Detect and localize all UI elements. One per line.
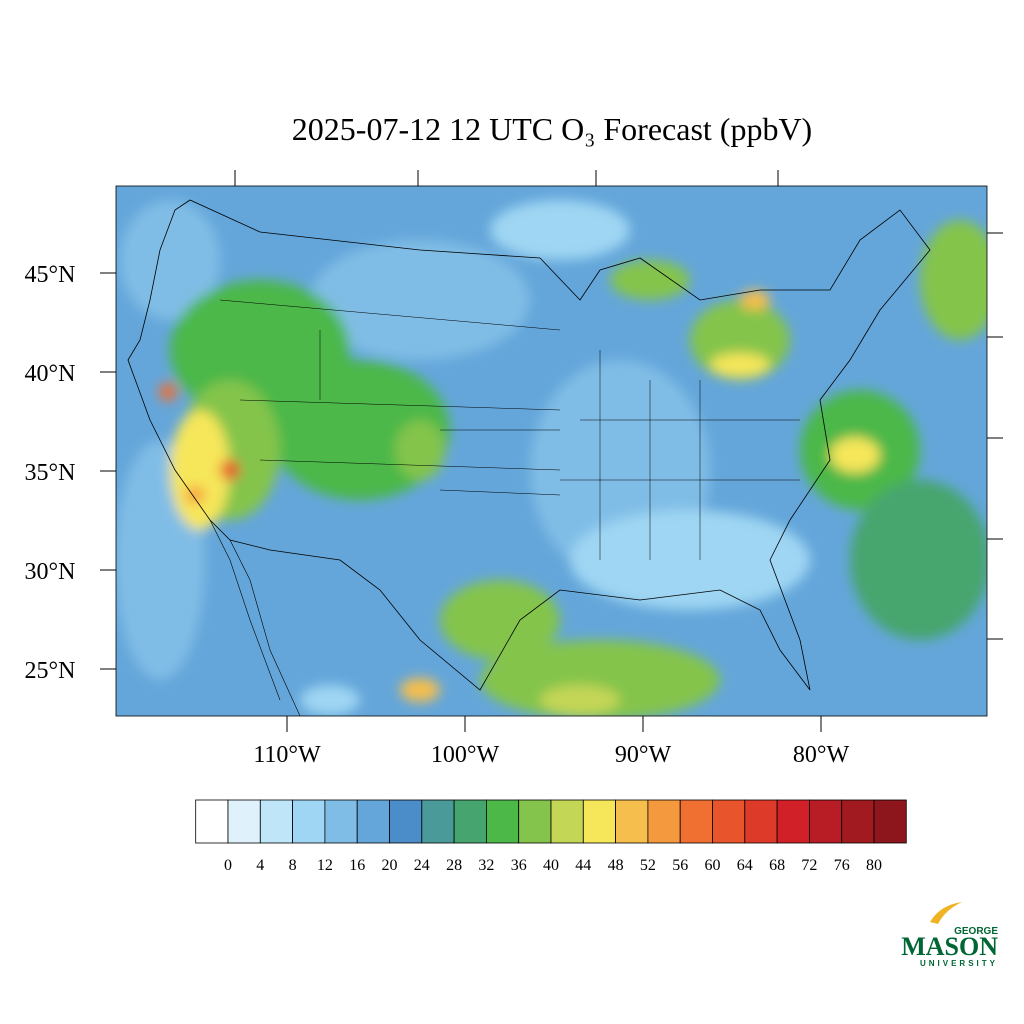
colorbar-box: [809, 799, 843, 844]
colorbar-box: [776, 799, 810, 844]
colorbar-box: [453, 799, 487, 844]
map-frame: [115, 185, 988, 717]
logo: GEORGE MASON UNIVERSITY: [901, 902, 998, 968]
colorbar-label: 68: [769, 857, 785, 874]
colorbar-label: 56: [672, 857, 688, 874]
lon-label: 80°W: [793, 742, 850, 768]
lat-label: 25°N: [25, 658, 76, 684]
title: 2025-07-12 12 UTC O₃ Forecast (ppbV): [292, 111, 812, 147]
colorbar-box: [647, 799, 681, 844]
colorbar-label: 76: [834, 857, 850, 874]
colorbar-box: [582, 799, 616, 844]
colorbar-box: [485, 799, 520, 844]
colorbar-box: [841, 799, 875, 844]
frame-ticks: [234, 170, 1003, 640]
colorbar-box: [227, 799, 261, 844]
lat-label: 40°N: [25, 361, 76, 387]
colorbar-label: 0: [224, 857, 232, 874]
colorbar-label: 36: [511, 857, 527, 874]
colorbar-box: [550, 799, 584, 844]
colorbar-label: 72: [801, 857, 817, 874]
colorbar-label: 64: [737, 857, 753, 874]
colorbar-box: [744, 799, 778, 844]
colorbar-box: [679, 799, 713, 844]
colorbar-label: 32: [478, 857, 494, 874]
colorbar-label: 24: [414, 857, 430, 874]
colorbar-label: 44: [575, 857, 591, 874]
colorbar-label: 48: [608, 857, 624, 874]
logo-line3: UNIVERSITY: [920, 959, 998, 968]
colorbar-label: 4: [256, 857, 264, 874]
lon-label: 100°W: [431, 742, 500, 768]
colorbar-box: [195, 799, 229, 844]
colorbar-box: [292, 799, 326, 844]
colorbar-label: 60: [705, 857, 721, 874]
colorbar-box: [324, 799, 358, 844]
colorbar-label: 28: [446, 857, 462, 874]
logo-line1: GEORGE: [954, 926, 998, 937]
colorbar-label: 40: [543, 857, 559, 874]
colorbar-box: [712, 799, 746, 844]
colorbar-box: [356, 799, 390, 844]
colorbar-label: 80: [866, 857, 882, 874]
lat-label: 35°N: [25, 460, 76, 486]
colorbar-box: [389, 799, 423, 844]
colorbar-label: 52: [640, 857, 656, 874]
colorbar-label: 8: [289, 857, 297, 874]
colorbar-box: [615, 799, 649, 844]
colorbar-box: [518, 799, 552, 844]
colorbar-label: 16: [349, 857, 365, 874]
ozone-field: [116, 186, 987, 716]
colorbar-label: 20: [382, 857, 398, 874]
colorbar-box: [421, 799, 455, 844]
lon-label: 110°W: [253, 742, 321, 768]
colorbar-label: 12: [317, 857, 333, 874]
lon-label: 90°W: [615, 742, 672, 768]
lat-label: 45°N: [25, 262, 76, 288]
lat-label: 30°N: [25, 559, 76, 585]
logo-line2: MASON: [901, 932, 998, 961]
map: [115, 170, 1003, 717]
colorbar-box: [873, 799, 907, 844]
colorbar-box: [259, 799, 293, 844]
